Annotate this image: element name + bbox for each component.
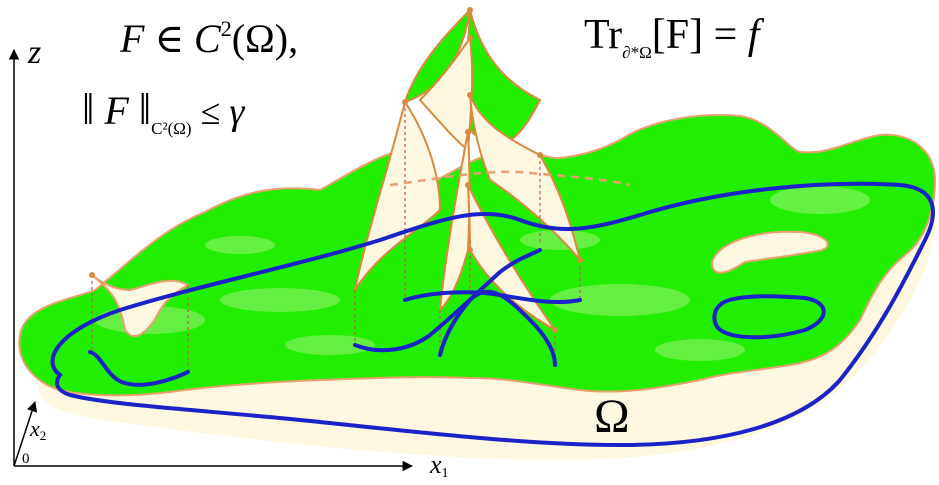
origin-label: 0 bbox=[22, 451, 30, 467]
trace-f: f bbox=[747, 12, 760, 58]
norm-open: ‖ bbox=[82, 85, 95, 134]
projection-lines bbox=[91, 102, 581, 372]
regularity-C-sup: 2 bbox=[220, 16, 232, 41]
regularity-C: C bbox=[194, 16, 221, 61]
boundary-curves bbox=[50, 181, 935, 448]
regularity-omega: (Ω), bbox=[231, 16, 299, 61]
axes bbox=[8, 48, 414, 472]
trace-Tr: Tr bbox=[584, 12, 623, 58]
axis-x1-label: x1 bbox=[430, 452, 449, 481]
domain-label: Ω bbox=[594, 390, 630, 443]
surface-texture bbox=[95, 186, 870, 361]
axis-x2-letter: x bbox=[30, 416, 40, 441]
regularity-F: F bbox=[120, 16, 145, 61]
trace-formula: Tr∂*Ω[F] = f bbox=[584, 14, 759, 61]
axis-x1-letter: x bbox=[430, 450, 442, 479]
outer-boundary bbox=[50, 181, 935, 448]
norm-subscript: C²(Ω) bbox=[151, 119, 192, 138]
trace-subscript: ∂*Ω bbox=[622, 43, 652, 62]
peak-points bbox=[89, 7, 583, 333]
trace-eq: = bbox=[703, 12, 748, 58]
regularity-formula: F ∈ C2(Ω), bbox=[120, 18, 298, 59]
norm-gamma: γ bbox=[229, 91, 245, 133]
axis-x2 bbox=[13, 401, 38, 467]
norm-leq: ≤ bbox=[191, 92, 230, 132]
axis-x1-subscript: 1 bbox=[441, 466, 449, 481]
norm-F: F bbox=[94, 88, 139, 133]
norm-formula: ‖ F ‖C²(Ω) ≤ γ bbox=[82, 85, 245, 138]
inner-curve-cross-c bbox=[438, 289, 557, 367]
axis-x2-label: x2 bbox=[30, 416, 47, 443]
axis-z-label: z bbox=[28, 34, 42, 71]
regularity-in: ∈ bbox=[144, 16, 195, 61]
inner-curve-loop bbox=[712, 294, 826, 340]
norm-close: ‖ bbox=[138, 85, 152, 134]
axis-x2-subscript: 2 bbox=[39, 428, 47, 443]
inner-curve-left bbox=[88, 350, 190, 387]
hidden-boundary-dashed bbox=[389, 170, 631, 187]
trace-argument: [F] bbox=[651, 12, 704, 58]
surface-hole-right bbox=[710, 230, 829, 274]
